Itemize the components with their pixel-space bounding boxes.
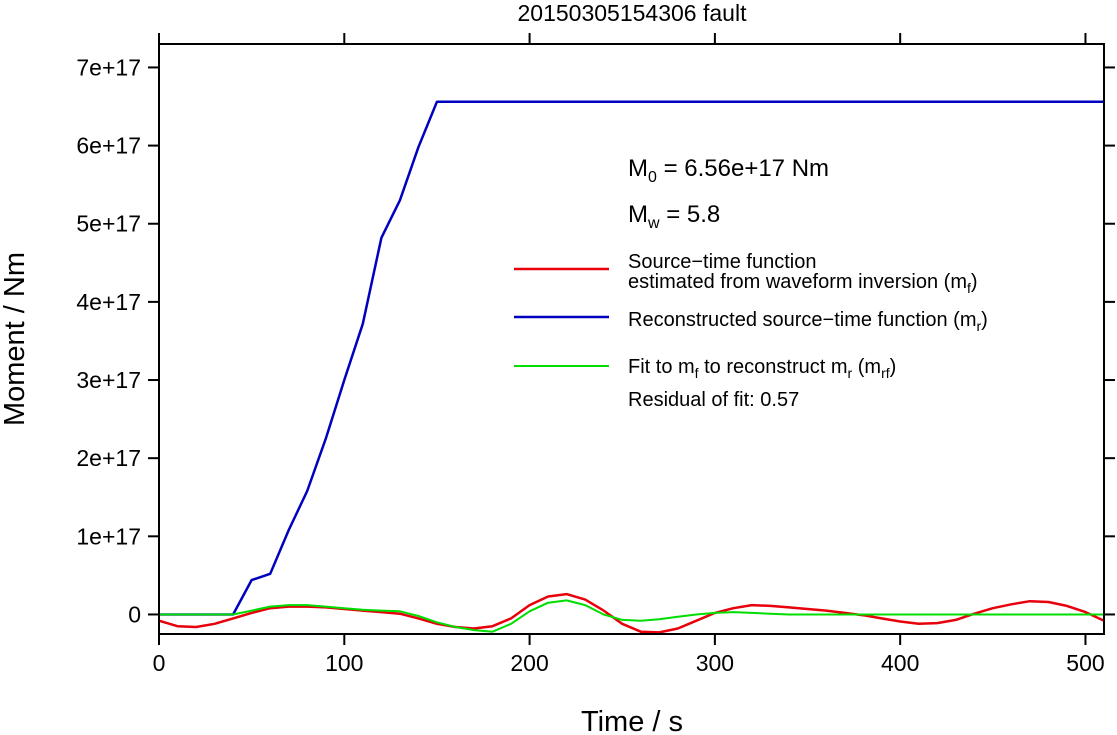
plot-frame — [158, 43, 1105, 635]
y-tick-label: 1e+17 — [76, 523, 141, 549]
legend-label-source-time-sub: f — [967, 280, 971, 296]
x-tick-label: 200 — [510, 650, 548, 676]
y-tick-label: 5e+17 — [76, 211, 141, 237]
series-line-reconstructed — [159, 100, 1104, 616]
legend-label-fit: Fit to mf to reconstruct mr (mrf) — [628, 356, 896, 381]
mw-symbol: M — [628, 201, 648, 228]
legend-label-reconstructed: Reconstructed source−time function (mr) — [628, 309, 988, 334]
series-line-source-time — [159, 592, 1104, 634]
legend-label-fit-t2: to reconstruct m — [699, 356, 848, 378]
ticks-layer: 0 100 200 300 400 500 0 1e+17 2e+17 3e+17 4e+17 5e+… — [76, 33, 1115, 676]
y-tick-label: 6e+17 — [76, 133, 141, 159]
x-tick-label: 100 — [325, 650, 363, 676]
legend-label-fit-t3: (m — [852, 356, 881, 378]
legend-label-reconstructed-sub: r — [977, 318, 982, 334]
m0-value: = 6.56e+17 Nm — [657, 155, 829, 182]
y-tick-label: 3e+17 — [76, 367, 141, 393]
m0-annotation: M0 = 6.56e+17 Nm — [628, 155, 829, 186]
legend-label-source-time-end: ) — [971, 271, 978, 293]
x-tick-label: 300 — [696, 650, 734, 676]
residual-annotation: Residual of fit: 0.57 — [628, 389, 799, 411]
x-tick-label: 0 — [153, 650, 166, 676]
legend-label-fit-s1: f — [695, 365, 699, 381]
y-tick-label: 0 — [128, 601, 141, 627]
legend-label-source-time-text: estimated from waveform inversion (m — [628, 271, 967, 293]
legend-label-reconstructed-text: Reconstructed source−time function (m — [628, 309, 977, 331]
y-tick-label: 4e+17 — [76, 289, 141, 315]
series-line-fit — [159, 599, 1104, 633]
legend-label-source-time-line2: estimated from waveform inversion (mf) — [628, 271, 978, 296]
mw-annotation: Mw = 5.8 — [628, 201, 720, 232]
mw-subscript: w — [647, 215, 660, 232]
legend-label-source-time-line1: Source−time function — [628, 251, 816, 273]
legend-label-fit-s3: rf — [881, 365, 890, 381]
legend-label-reconstructed-end: ) — [981, 309, 988, 331]
y-axis-title: Moment / Nm — [0, 252, 31, 426]
legend-label-fit-s2: r — [848, 365, 853, 381]
series-layer — [159, 100, 1104, 634]
chart-title: 20150305154306 fault — [518, 0, 748, 26]
y-tick-label: 2e+17 — [76, 445, 141, 471]
y-tick-label: 7e+17 — [76, 54, 141, 80]
m0-symbol: M — [628, 155, 648, 182]
x-tick-label: 500 — [1066, 650, 1104, 676]
legend: Source−time function estimated from wave… — [514, 251, 988, 411]
mw-value: = 5.8 — [660, 201, 721, 228]
legend-label-fit-t1: Fit to m — [628, 356, 695, 378]
legend-label-fit-t4: ) — [890, 356, 897, 378]
x-axis-title: Time / s — [581, 706, 683, 735]
x-tick-label: 400 — [881, 650, 919, 676]
m0-subscript: 0 — [648, 169, 657, 186]
